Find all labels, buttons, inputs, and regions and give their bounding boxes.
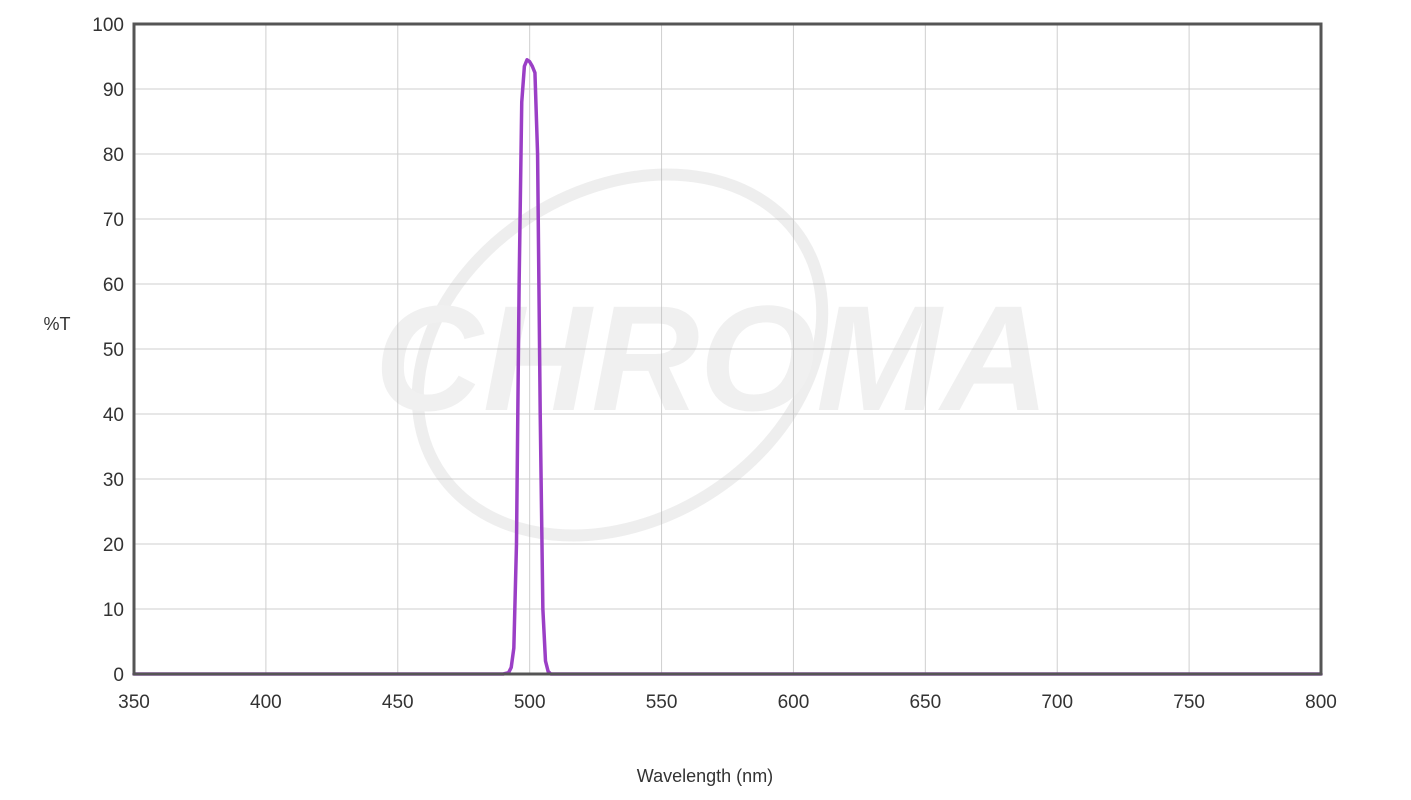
y-tick-label-90: 90 <box>103 80 124 101</box>
x-tick-label-450: 450 <box>382 692 414 713</box>
x-tick-label-700: 700 <box>1041 692 1073 713</box>
chroma-watermark: CHROMA <box>375 168 1050 542</box>
y-tick-label-70: 70 <box>103 210 124 231</box>
series-line-0 <box>132 58 1323 676</box>
y-tick-label-0: 0 <box>113 665 124 686</box>
x-tick-label-600: 600 <box>778 692 810 713</box>
x-tick-label-750: 750 <box>1173 692 1205 713</box>
watermark-swoosh <box>411 168 829 542</box>
x-tick-label-350: 350 <box>118 692 150 713</box>
x-tick-label-550: 550 <box>646 692 678 713</box>
y-tick-label-100: 100 <box>92 15 124 36</box>
watermark-text: CHROMA <box>375 274 1050 442</box>
y-tick-label-50: 50 <box>103 340 124 361</box>
y-tick-label-10: 10 <box>103 600 124 621</box>
y-tick-label-20: 20 <box>103 535 124 556</box>
x-tick-label-400: 400 <box>250 692 282 713</box>
y-tick-label-30: 30 <box>103 470 124 491</box>
y-axis-title: %T <box>44 314 71 334</box>
x-tick-labels: 350 400 450 500 550 600 650 700 750 800 <box>118 692 1337 713</box>
y-tick-label-80: 80 <box>103 145 124 166</box>
y-tick-labels: 0 10 20 30 40 50 60 70 80 90 100 <box>92 15 124 686</box>
y-tick-label-40: 40 <box>103 405 124 426</box>
x-tick-label-500: 500 <box>514 692 546 713</box>
x-tick-label-650: 650 <box>909 692 941 713</box>
x-tick-label-800: 800 <box>1305 692 1337 713</box>
series-layer <box>132 58 1323 676</box>
plot-frame <box>132 22 1323 676</box>
x-axis-title: Wavelength (nm) <box>637 766 773 786</box>
y-tick-label-60: 60 <box>103 275 124 296</box>
